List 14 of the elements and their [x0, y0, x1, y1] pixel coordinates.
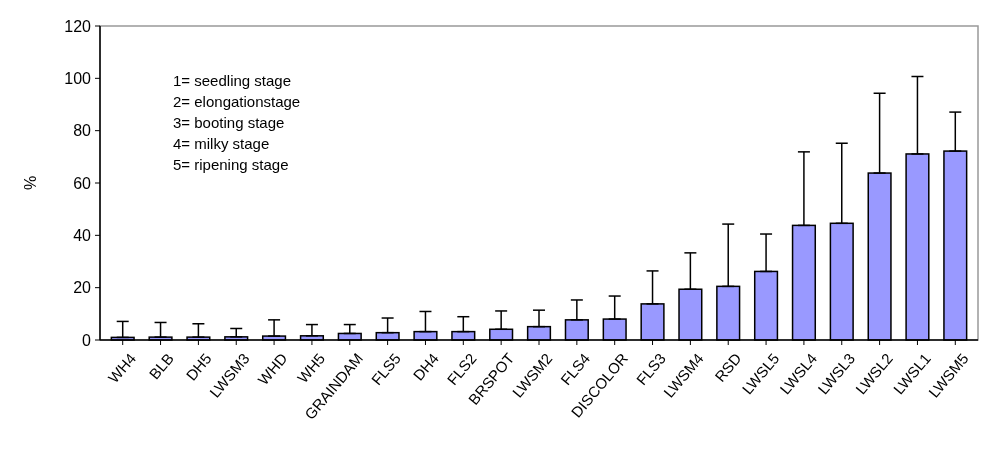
y-tick-label: 100	[64, 69, 92, 87]
y-tick-label: 120	[64, 17, 92, 35]
annotation: 3= booting stage	[173, 114, 285, 131]
annotation: 2= elongationstage	[173, 93, 301, 110]
annotation: 5= ripening stage	[173, 156, 289, 173]
annotation: 1= seedling stage	[173, 72, 292, 89]
y-tick-label: 80	[73, 122, 92, 140]
y-tick-label: 0	[82, 331, 92, 349]
y-tick-label: 60	[73, 174, 92, 192]
x-tick-label: BLB	[145, 349, 177, 383]
y-tick-label: 40	[73, 226, 92, 244]
y-tick-label: 20	[73, 279, 92, 297]
annotation: 4= milky stage	[173, 135, 270, 152]
y-axis-title: %	[22, 175, 39, 191]
